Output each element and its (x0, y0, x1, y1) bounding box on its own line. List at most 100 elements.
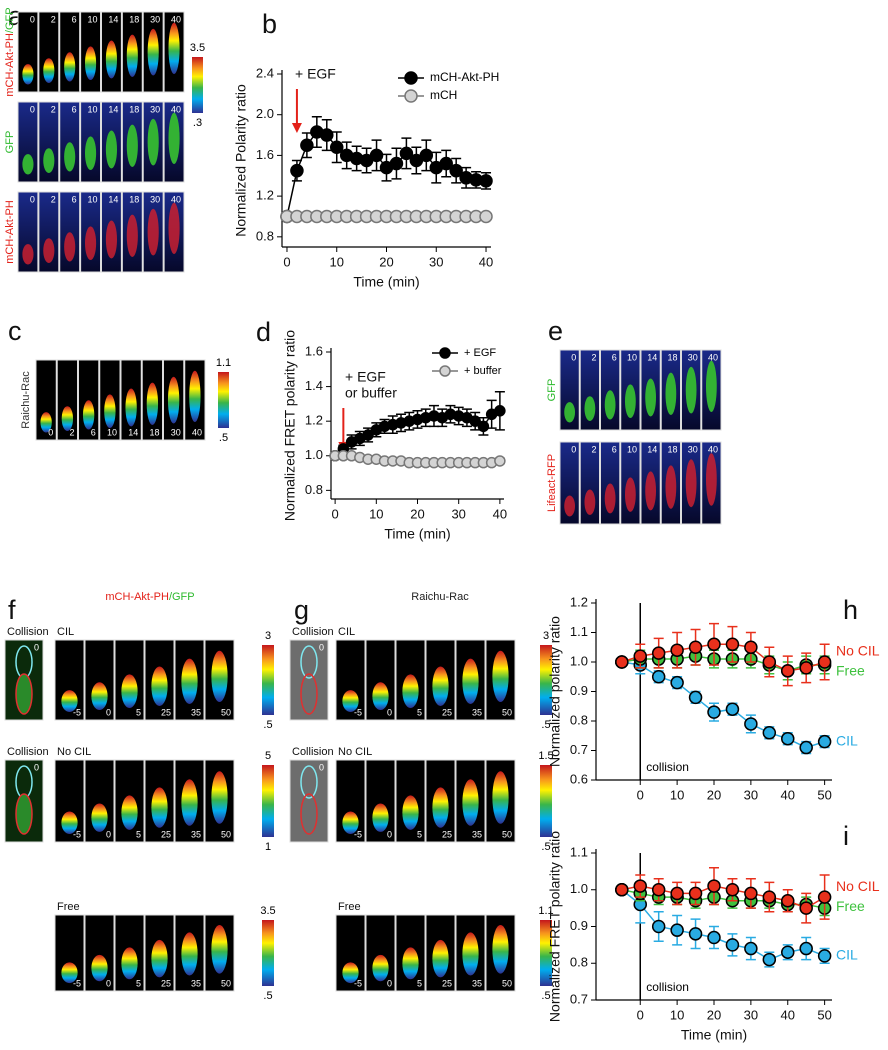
time-label: 0 (571, 444, 576, 454)
time-label: 0 (106, 978, 111, 988)
time-label: 30 (688, 352, 698, 362)
cell-blob (604, 483, 616, 514)
data-point (399, 146, 414, 161)
data-point (762, 655, 777, 669)
colorbar-label: 1.1 (538, 905, 553, 917)
cell-blob (432, 787, 449, 828)
cell-blob (665, 465, 677, 509)
time-label: 25 (161, 978, 171, 988)
data-point (799, 901, 813, 915)
cell-blob (147, 208, 159, 256)
cell-blob (211, 771, 228, 824)
time-label: 14 (108, 14, 118, 24)
colorbar (262, 765, 274, 837)
time-label: -5 (73, 707, 81, 717)
data-point (651, 883, 666, 897)
cell-blob (372, 803, 389, 832)
cell-blob (91, 954, 108, 982)
cell-blob (61, 811, 78, 834)
cell-blob (104, 394, 116, 429)
data-point (449, 163, 463, 178)
collision-label: Collision (292, 746, 334, 758)
cell-blob (211, 650, 228, 703)
time-label: 6 (612, 352, 617, 362)
cell-blob (189, 370, 201, 422)
colorbar-label: 3 (543, 630, 549, 642)
time-label: 35 (472, 707, 482, 717)
time-label: 18 (129, 104, 139, 114)
colorbar-label: .5 (541, 990, 550, 1002)
x-tick-label: 50 (817, 787, 831, 802)
cell-blob (685, 366, 697, 414)
y-tick-label: 1.6 (305, 343, 323, 358)
outline (15, 673, 33, 715)
legend-marker (404, 71, 418, 85)
y-axis-label: Normalized FRET polarity ratio (547, 831, 563, 1022)
data-point (479, 209, 493, 224)
cell-blob (432, 666, 449, 706)
y-tick-label: 1.1 (570, 624, 588, 639)
data-point (744, 886, 758, 901)
data-point (688, 886, 703, 901)
x-tick-label: 20 (707, 1007, 721, 1022)
x-tick-label: 50 (817, 1007, 831, 1022)
time-label: 0 (30, 14, 35, 24)
x-tick-label: 40 (781, 787, 795, 802)
time-label: 10 (107, 427, 117, 437)
y-tick-label: 1.0 (570, 653, 588, 668)
data-point (817, 949, 832, 963)
cell-blob (91, 803, 108, 832)
y-tick-label: 1.6 (256, 147, 274, 162)
time-label: 40 (708, 352, 718, 362)
y-tick-label: 0.7 (570, 991, 588, 1006)
cell-blob (604, 390, 616, 420)
panel-label: c (8, 316, 22, 346)
channel-label: mCH-Akt-PH (4, 200, 16, 264)
label-part: GFP (4, 131, 16, 154)
time-label: 10 (87, 104, 97, 114)
x-tick-label: 40 (781, 1007, 795, 1022)
collision-thumb (289, 639, 329, 721)
label-part: mCH-Akt-PH (4, 200, 16, 264)
collision-label: collision (646, 980, 689, 994)
series-label: Free (836, 898, 865, 914)
time-label: 40 (708, 444, 718, 454)
cell-blob (126, 124, 138, 167)
data-point (290, 163, 304, 178)
y-axis-label: Normalized Polarity ratio (233, 84, 249, 237)
x-tick-label: 0 (283, 254, 290, 269)
cell-blob (402, 795, 419, 830)
y-tick-label: 0.9 (570, 683, 588, 698)
image-cell (425, 914, 456, 992)
data-point (494, 405, 506, 417)
time-label: 2 (69, 427, 74, 437)
data-point (670, 886, 684, 901)
data-point (781, 894, 795, 908)
cell-blob (402, 947, 419, 980)
data-point (389, 156, 404, 171)
cell-blob (121, 674, 138, 708)
outline (300, 645, 318, 679)
label-part: Lifeact-RFP (546, 454, 558, 512)
data-point (725, 938, 740, 952)
time-label: 0 (106, 829, 111, 839)
data-point (781, 945, 795, 959)
data-point (688, 690, 703, 705)
annotation: + EGF (295, 66, 336, 82)
cell-blob (40, 412, 52, 433)
colorbar (218, 372, 229, 428)
colorbar-label: 3.5 (190, 42, 205, 54)
collision-label: Collision (292, 626, 334, 638)
time-label: 2 (591, 444, 596, 454)
cell-blob (125, 388, 137, 427)
data-point (477, 420, 490, 433)
cell-blob (168, 22, 180, 74)
x-tick-label: 10 (330, 254, 344, 269)
row-label: CIL (338, 626, 355, 638)
channel-label: GFP (546, 379, 558, 402)
cell-blob (64, 142, 76, 172)
colorbar-label: .5 (541, 719, 550, 731)
x-tick-label: 20 (707, 787, 721, 802)
time-label: 0 (34, 642, 39, 652)
time-label: 50 (502, 829, 512, 839)
